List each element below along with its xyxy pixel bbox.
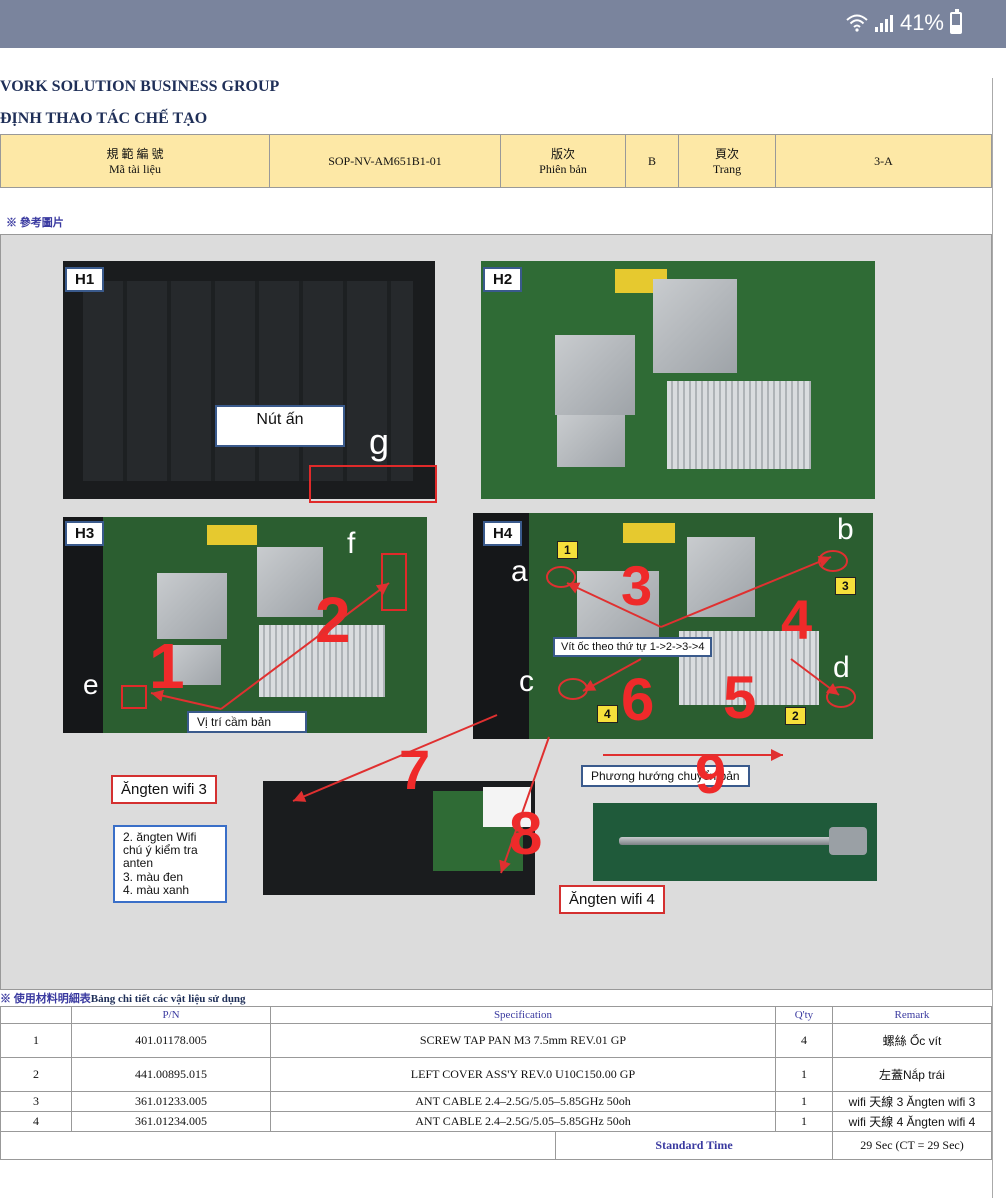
- letter-b: b: [837, 513, 854, 546]
- figure-h4-photo: [473, 513, 873, 739]
- reference-images-row: ※ 參考圖片: [0, 210, 992, 235]
- table-row: 3 361.01233.005 ANT CABLE 2.4–2.5G/5.05–…: [0, 1091, 993, 1112]
- letter-c: c: [519, 665, 534, 698]
- figure-h2-label: H2: [483, 267, 523, 292]
- table-row: 1 401.01178.005 SCREW TAP PAN M3 7.5mm R…: [0, 1023, 993, 1058]
- version-value: B: [625, 134, 679, 188]
- figure-h1-label: H1: [65, 267, 105, 292]
- letter-d: d: [833, 651, 850, 684]
- letter-e: e: [83, 669, 99, 700]
- bom-col-pn: P/N: [71, 1006, 271, 1024]
- antenna-wifi-3-callout: Ăngten wifi 3: [111, 775, 217, 804]
- bom-corner-cell: [0, 1006, 72, 1024]
- step-number-1: 1: [149, 630, 185, 702]
- document-header-table: 規 範 編 號 Mã tài liệu SOP-NV-AM651B1-01 版次…: [0, 134, 992, 188]
- standard-time-value: 29 Sec (CT = 29 Sec): [831, 1131, 993, 1160]
- step-number-9: 9: [695, 742, 727, 805]
- doc-code-value: SOP-NV-AM651B1-01: [269, 134, 501, 188]
- step-number-7: 7: [399, 738, 431, 801]
- order-tag-4: 4: [597, 705, 618, 723]
- bom-col-qty: Q'ty: [774, 1006, 833, 1024]
- company-name: VORK SOLUTION BUSINESS GROUP: [0, 78, 280, 95]
- step-number-4: 4: [781, 588, 813, 651]
- order-tag-2: 2: [785, 707, 806, 725]
- figures-area: H1 Nút ấn g H2 H3 f e 1 2 Vị trí cầm bản: [0, 234, 992, 990]
- standard-time-row: Standard Time 29 Sec (CT = 29 Sec): [0, 1131, 993, 1160]
- figure-h2-photo: [481, 261, 875, 499]
- table-row: 4 361.01234.005 ANT CABLE 2.4–2.5G/5.05–…: [0, 1111, 993, 1132]
- grip-position-callout: Vị trí cầm bản: [187, 711, 307, 733]
- page-value: 3-A: [775, 134, 992, 188]
- grip-box-f: [381, 553, 407, 611]
- figure-h4-label: H4: [483, 521, 523, 546]
- antenna-wifi-4-callout: Ăngten wifi 4: [559, 885, 665, 914]
- step-number-5: 5: [723, 664, 757, 731]
- status-icons: 41%: [846, 9, 962, 36]
- doc-code-label: 規 範 編 號 Mã tài liệu: [0, 134, 270, 188]
- bom-col-remark: Remark: [831, 1006, 993, 1024]
- page-label: 頁次 Trang: [678, 134, 776, 188]
- battery-icon: [950, 9, 962, 34]
- bom-title: ※ 使用材料明細表Bảng chi tiết các vật liệu sử d…: [0, 993, 246, 1005]
- table-row: 2 441.00895.015 LEFT COVER ASS'Y REV.0 U…: [0, 1057, 993, 1092]
- bom-header-row: P/N Specification Q'ty Remark: [0, 1006, 993, 1024]
- document-subtitle: ĐỊNH THAO TÁC CHẾ TẠO: [0, 110, 208, 127]
- battery-percent: 41%: [899, 10, 944, 35]
- button-callout: Nút ấn: [215, 405, 345, 447]
- sop-document: VORK SOLUTION BUSINESS GROUP ĐỊNH THAO T…: [0, 78, 993, 1198]
- grip-box-e: [121, 685, 147, 709]
- order-tag-3: 3: [835, 577, 856, 595]
- screwdriver-photo: [593, 803, 877, 881]
- status-bar: 41%: [0, 0, 1006, 48]
- page-gap: [0, 48, 1006, 78]
- bom-col-spec: Specification: [270, 1006, 776, 1024]
- wifi-icon: [846, 14, 868, 32]
- figure-h1-photo: [63, 261, 435, 499]
- bom-table: P/N Specification Q'ty Remark 1 401.0117…: [0, 1006, 993, 1160]
- transfer-direction-callout: Phương hướng chuyển bản: [581, 765, 750, 787]
- button-highlight-box: [309, 465, 437, 503]
- antenna-note: 2. ăngten Wifi chú ý kiểm tra anten 3. m…: [113, 825, 227, 903]
- standard-time-blank: [0, 1131, 557, 1160]
- letter-a: a: [511, 555, 528, 588]
- step-number-3: 3: [621, 554, 653, 617]
- step-number-8: 8: [509, 800, 543, 867]
- letter-f: f: [347, 527, 356, 560]
- figure-h3-label: H3: [65, 521, 105, 546]
- reference-label: ※ 參考圖片: [6, 217, 64, 229]
- letter-g: g: [369, 421, 390, 462]
- order-tag-1: 1: [557, 541, 578, 559]
- version-label: 版次 Phiên bản: [500, 134, 626, 188]
- figure-h3-photo: [63, 517, 427, 733]
- step-number-2: 2: [315, 584, 351, 656]
- signal-icon: [874, 15, 893, 32]
- step-number-6: 6: [621, 666, 655, 733]
- screw-order-callout: Vít ốc theo thứ tự 1->2->3->4: [553, 637, 713, 657]
- standard-time-label: Standard Time: [555, 1131, 833, 1160]
